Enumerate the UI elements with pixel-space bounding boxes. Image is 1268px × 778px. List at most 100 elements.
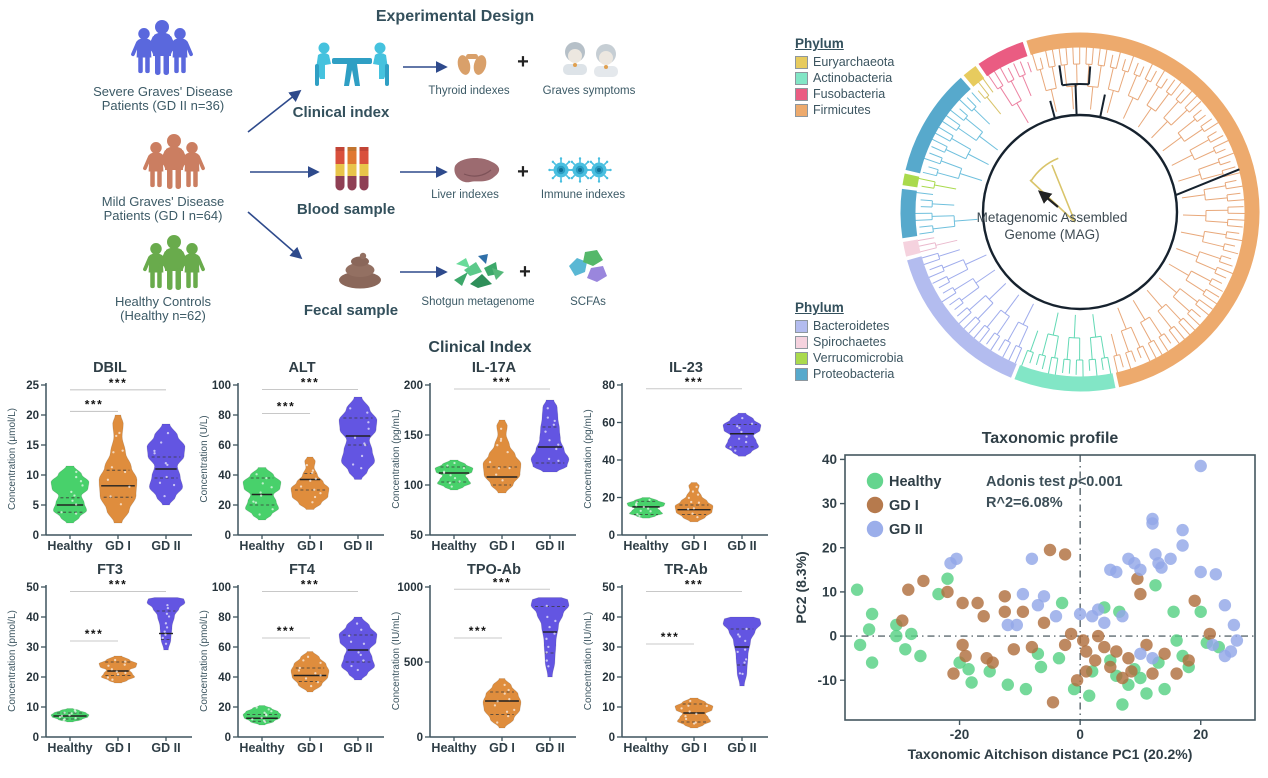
pca-series-gd-ii bbox=[944, 459, 1244, 665]
y-tick-label: 1000 bbox=[397, 582, 423, 594]
pca-x-tick: 0 bbox=[1076, 727, 1084, 742]
x-tick-label: GD II bbox=[535, 741, 564, 755]
violin-gd-ii bbox=[338, 396, 378, 480]
pca-point bbox=[971, 596, 984, 610]
y-tick-label: 20 bbox=[602, 493, 615, 505]
legend-item-proteobacteria: Proteobacteria bbox=[795, 367, 925, 381]
x-tick-label: GD II bbox=[535, 539, 564, 553]
violin-healthy bbox=[434, 459, 474, 491]
legend-dot-gd-ii bbox=[866, 520, 884, 538]
taxonomic-profile-panel: Taxonomic profile 40 30 20 10 0 -10 -20 0 20 Taxon… bbox=[790, 425, 1268, 773]
pca-point bbox=[1164, 552, 1177, 565]
spirochaetes-label: Spirochaetes bbox=[813, 335, 886, 349]
pca-point bbox=[1037, 590, 1051, 603]
severe-gd-group-icon bbox=[131, 20, 193, 75]
pca-point bbox=[1070, 674, 1084, 687]
violin-plot-il-17a: IL-17A 50 100 150 200 Concentration (pg/mL) He… bbox=[391, 360, 576, 553]
significance-stars: *** bbox=[661, 630, 680, 644]
pca-point bbox=[1176, 523, 1189, 537]
x-tick-label: GD I bbox=[489, 539, 515, 553]
pca-point bbox=[1170, 634, 1183, 647]
euryarchaeota-label: Euryarchaeota bbox=[813, 55, 895, 69]
pca-point bbox=[1116, 671, 1129, 685]
pca-point bbox=[1110, 565, 1123, 579]
pca-point bbox=[1025, 552, 1039, 565]
pca-y-tick: 30 bbox=[822, 496, 837, 511]
pca-point bbox=[1092, 629, 1105, 643]
blood-sample-label: Blood sample bbox=[297, 201, 395, 218]
violin-gd-ii bbox=[146, 423, 186, 506]
x-tick-label: Healthy bbox=[623, 539, 668, 553]
legend-dot-gd-i bbox=[866, 496, 884, 514]
pca-point bbox=[1034, 660, 1048, 674]
violin-gd-ii bbox=[530, 399, 570, 473]
pca-y-tick: 0 bbox=[829, 629, 837, 644]
violin-plot-dbil: DBIL 0 5 10 15 20 25 Concentration (μmol/L) Heal… bbox=[7, 360, 192, 553]
scfas-icon bbox=[569, 250, 607, 282]
arrow-to-clinical bbox=[247, 89, 302, 133]
y-tick-label: 0 bbox=[609, 732, 615, 744]
pca-point bbox=[1134, 671, 1147, 685]
y-tick-label: 40 bbox=[602, 612, 615, 624]
pca-point bbox=[865, 656, 879, 669]
y-tick-label: 10 bbox=[602, 702, 615, 714]
y-tick-label: 50 bbox=[410, 530, 423, 542]
violin-title: FT3 bbox=[97, 562, 123, 578]
pca-point bbox=[1146, 517, 1159, 530]
clinical-index-title: Clinical Index bbox=[428, 339, 532, 356]
pca-point bbox=[1170, 667, 1183, 680]
adonis-annotation: Adonis test p<0.001 bbox=[986, 474, 1123, 490]
legend-item-spirochaetes: Spirochaetes bbox=[795, 335, 925, 349]
pca-point bbox=[1058, 548, 1072, 561]
x-tick-label: GD I bbox=[297, 741, 323, 755]
violin-gd-ii bbox=[338, 616, 378, 681]
significance-stars: *** bbox=[109, 578, 128, 592]
violin-plot-tpo-ab: TPO-Ab 0 500 1000 Concentration (IU/mL) Healt… bbox=[391, 562, 576, 755]
legend-item-actinobacteria: Actinobacteria bbox=[795, 71, 925, 85]
legend-bottom-title: Phylum bbox=[795, 300, 844, 315]
pca-point bbox=[862, 623, 876, 636]
violin-gd-i bbox=[482, 419, 522, 494]
y-tick-label: 100 bbox=[212, 582, 231, 594]
bacteroidetes-swatch bbox=[795, 319, 808, 333]
violin-plot-ft3: FT3 0 10 20 30 40 50 Concentration (pmol/L) Heal… bbox=[7, 562, 192, 755]
tree-backbone-circle bbox=[981, 113, 1179, 311]
pca-y-tick: -10 bbox=[817, 673, 837, 688]
x-tick-label: Healthy bbox=[47, 741, 92, 755]
x-tick-label: Healthy bbox=[431, 741, 476, 755]
y-tick-label: 200 bbox=[404, 380, 423, 392]
shotgun-metagenome-label: Shotgun metagenome bbox=[421, 296, 534, 308]
pca-point bbox=[890, 629, 903, 643]
pca-point bbox=[1073, 607, 1087, 621]
pca-point bbox=[1064, 627, 1078, 641]
pca-point bbox=[1194, 459, 1207, 473]
mag-pointer-arrow bbox=[1037, 190, 1059, 208]
pca-point bbox=[941, 585, 954, 599]
y-tick-label: 60 bbox=[218, 642, 231, 654]
experimental-design-figure: Experimental Design Severe Graves' Disea… bbox=[93, 8, 635, 323]
thyroid-indexes-label: Thyroid indexes bbox=[428, 85, 509, 97]
significance-stars: *** bbox=[301, 578, 320, 592]
pca-point bbox=[959, 649, 972, 663]
mag-label-line1: Metagenomic Assembled bbox=[977, 210, 1128, 225]
pca-point bbox=[1016, 587, 1030, 601]
phylum-ring-firmicutes bbox=[1026, 32, 1260, 388]
pca-point bbox=[905, 627, 918, 641]
pca-point bbox=[1058, 638, 1072, 652]
verrucomicrobia-swatch bbox=[795, 351, 808, 365]
y-tick-label: 500 bbox=[404, 657, 423, 669]
severe-gd-label-line2: Patients (GD II n=36) bbox=[102, 98, 224, 113]
y-tick-label: 0 bbox=[609, 530, 615, 542]
phylum-legend-bottom: Phylum Bacteroidetes Spirochaetes Verruc… bbox=[795, 300, 925, 383]
violin-gd-i bbox=[98, 655, 138, 684]
spirochaetes-swatch bbox=[795, 335, 808, 349]
x-tick-label: GD II bbox=[151, 741, 180, 755]
pca-point bbox=[1080, 665, 1093, 678]
phylum-ring-euryarchaeota bbox=[963, 65, 985, 87]
y-tick-label: 100 bbox=[212, 380, 231, 392]
y-axis-label: Concentration (pg/mL) bbox=[583, 409, 594, 509]
y-axis-label: Concentration (U/L) bbox=[199, 415, 210, 502]
pca-point bbox=[1104, 660, 1117, 674]
x-tick-label: Healthy bbox=[239, 539, 284, 553]
